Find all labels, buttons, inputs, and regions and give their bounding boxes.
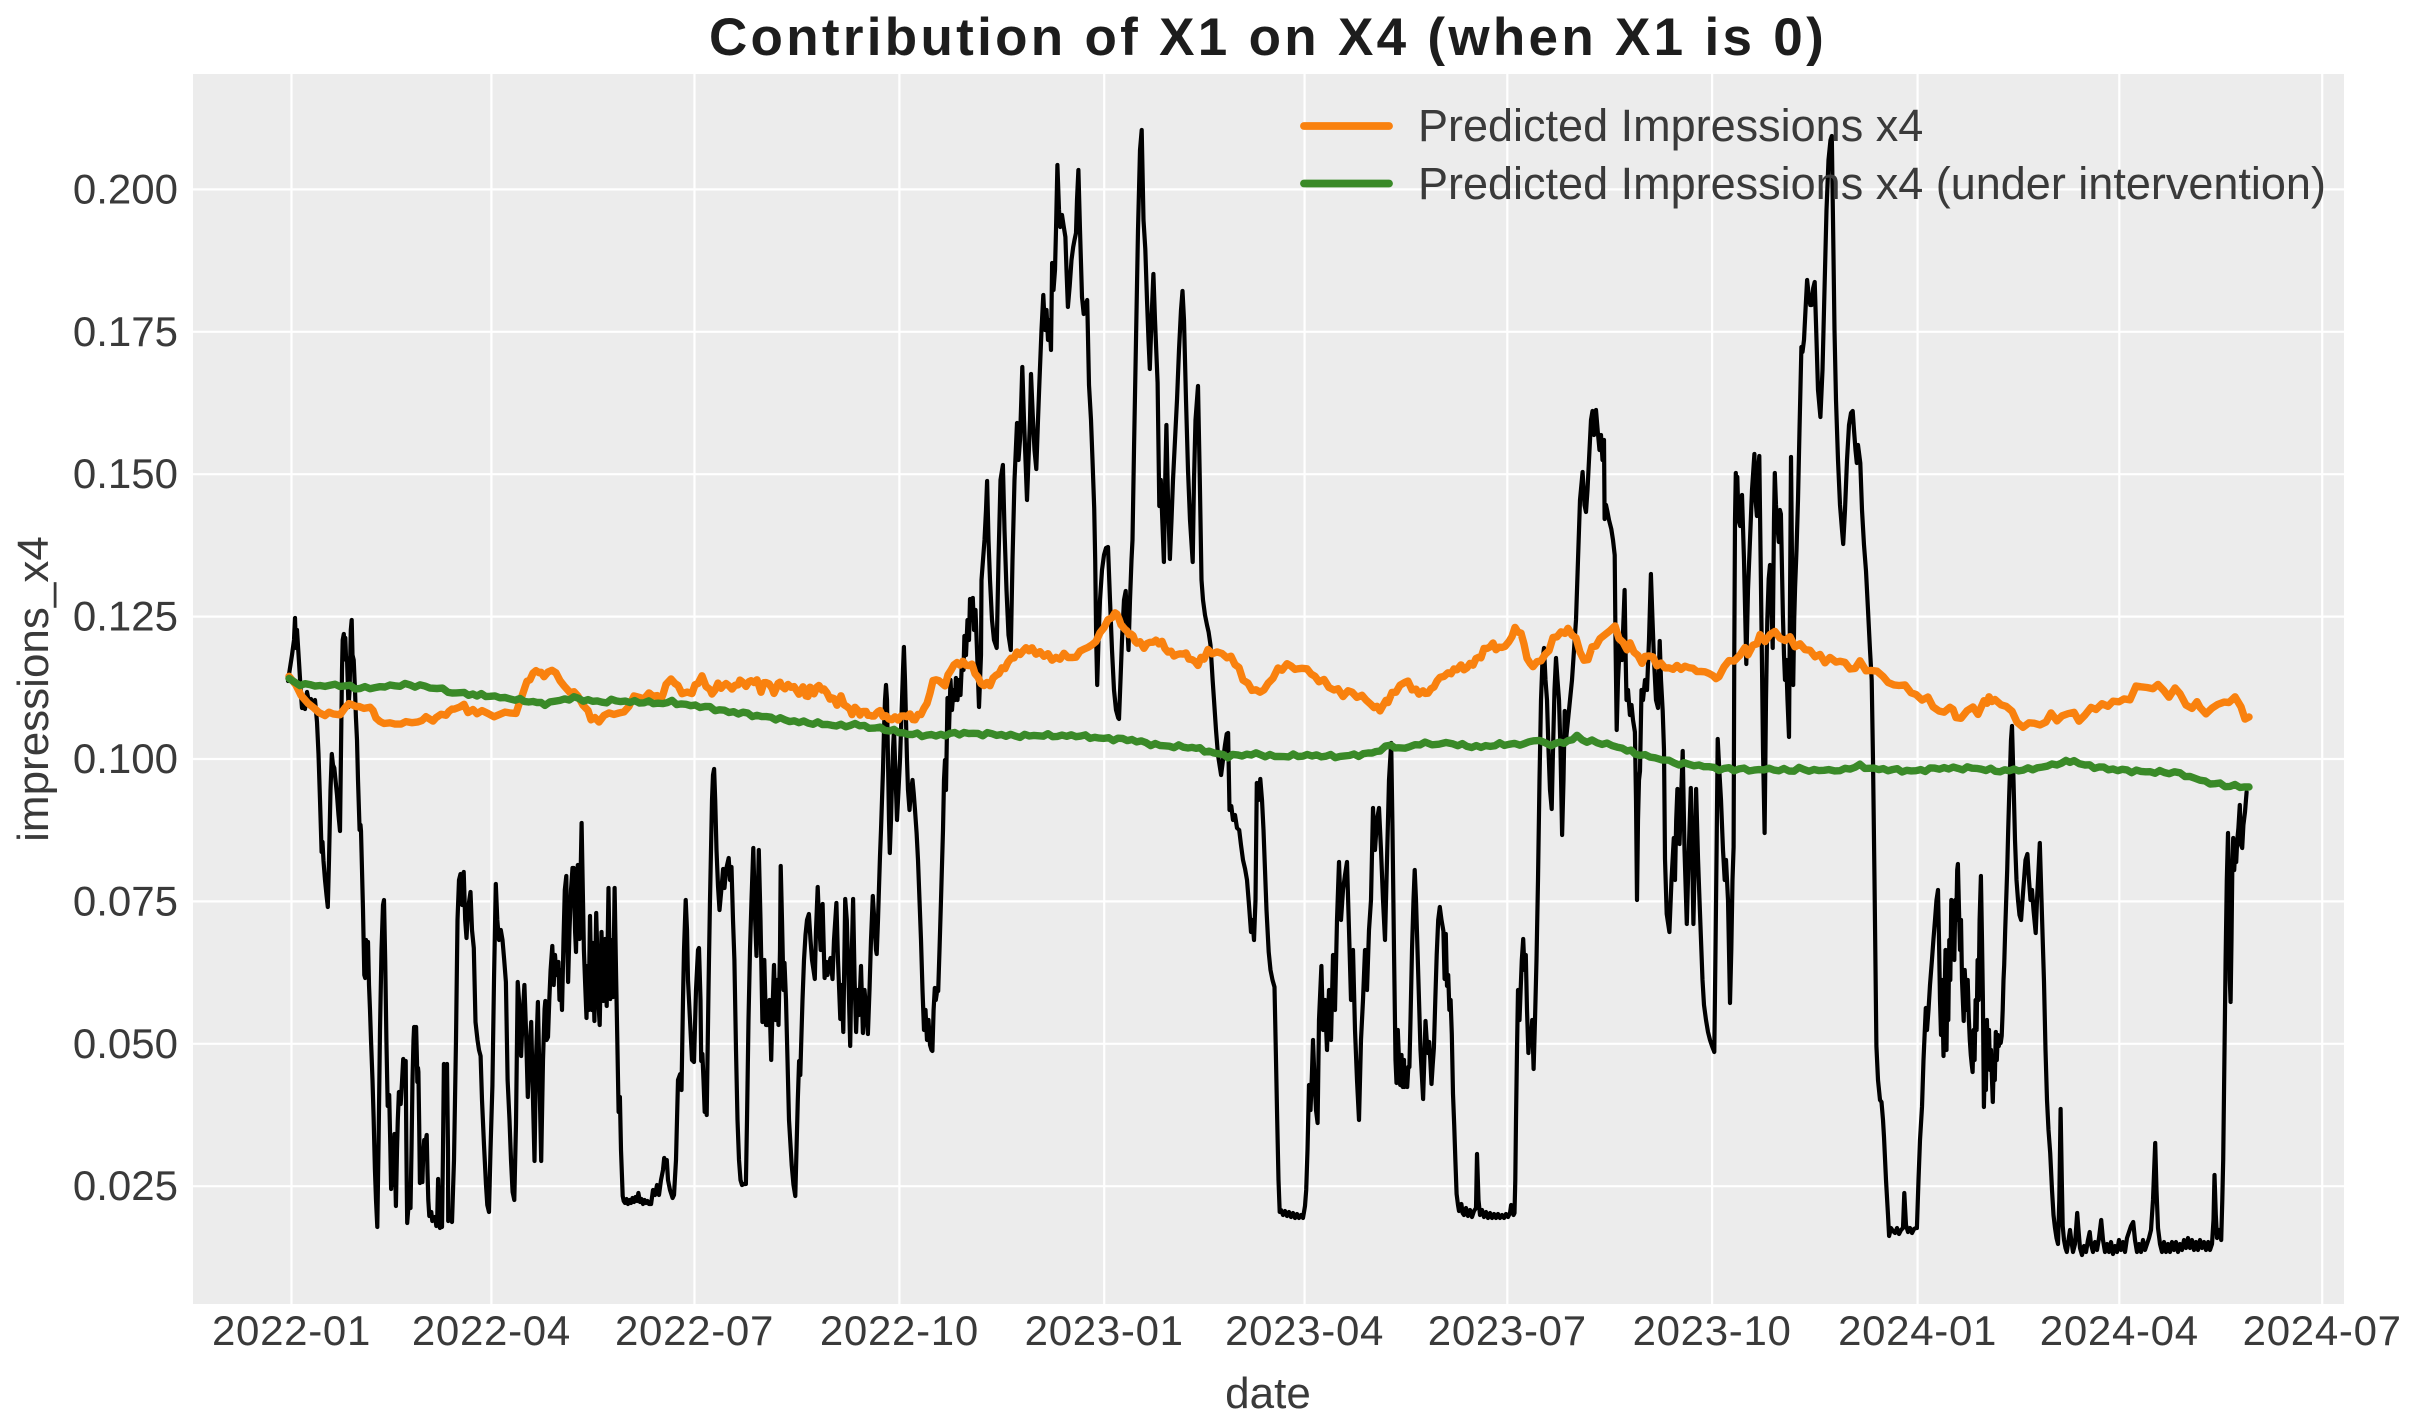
svg-text:2023-01: 2023-01	[1025, 1307, 1184, 1354]
svg-text:2024-04: 2024-04	[2040, 1307, 2199, 1354]
svg-text:2023-04: 2023-04	[1225, 1307, 1384, 1354]
svg-text:0.125: 0.125	[73, 593, 178, 640]
svg-text:0.150: 0.150	[73, 450, 178, 497]
svg-text:Contribution of X1 on X4 (when: Contribution of X1 on X4 (when X1 is 0)	[709, 8, 1827, 67]
svg-text:0.200: 0.200	[73, 165, 178, 212]
svg-text:2022-04: 2022-04	[412, 1307, 571, 1354]
svg-text:2023-10: 2023-10	[1633, 1307, 1792, 1354]
svg-text:0.175: 0.175	[73, 308, 178, 355]
svg-text:Predicted Impressions x4 (unde: Predicted Impressions x4 (under interven…	[1418, 158, 2326, 209]
svg-text:2023-07: 2023-07	[1428, 1307, 1587, 1354]
svg-text:0.025: 0.025	[73, 1162, 178, 1209]
svg-text:2022-01: 2022-01	[212, 1307, 371, 1354]
svg-text:impressions_x4: impressions_x4	[9, 536, 58, 842]
svg-text:0.050: 0.050	[73, 1020, 178, 1067]
svg-text:2022-07: 2022-07	[615, 1307, 774, 1354]
svg-text:2024-01: 2024-01	[1838, 1307, 1997, 1354]
svg-text:0.100: 0.100	[73, 735, 178, 782]
svg-text:2024-07: 2024-07	[2243, 1307, 2402, 1354]
svg-text:0.075: 0.075	[73, 877, 178, 924]
svg-text:2022-10: 2022-10	[820, 1307, 979, 1354]
svg-text:date: date	[1225, 1369, 1311, 1418]
svg-text:Predicted Impressions x4: Predicted Impressions x4	[1418, 100, 1923, 151]
